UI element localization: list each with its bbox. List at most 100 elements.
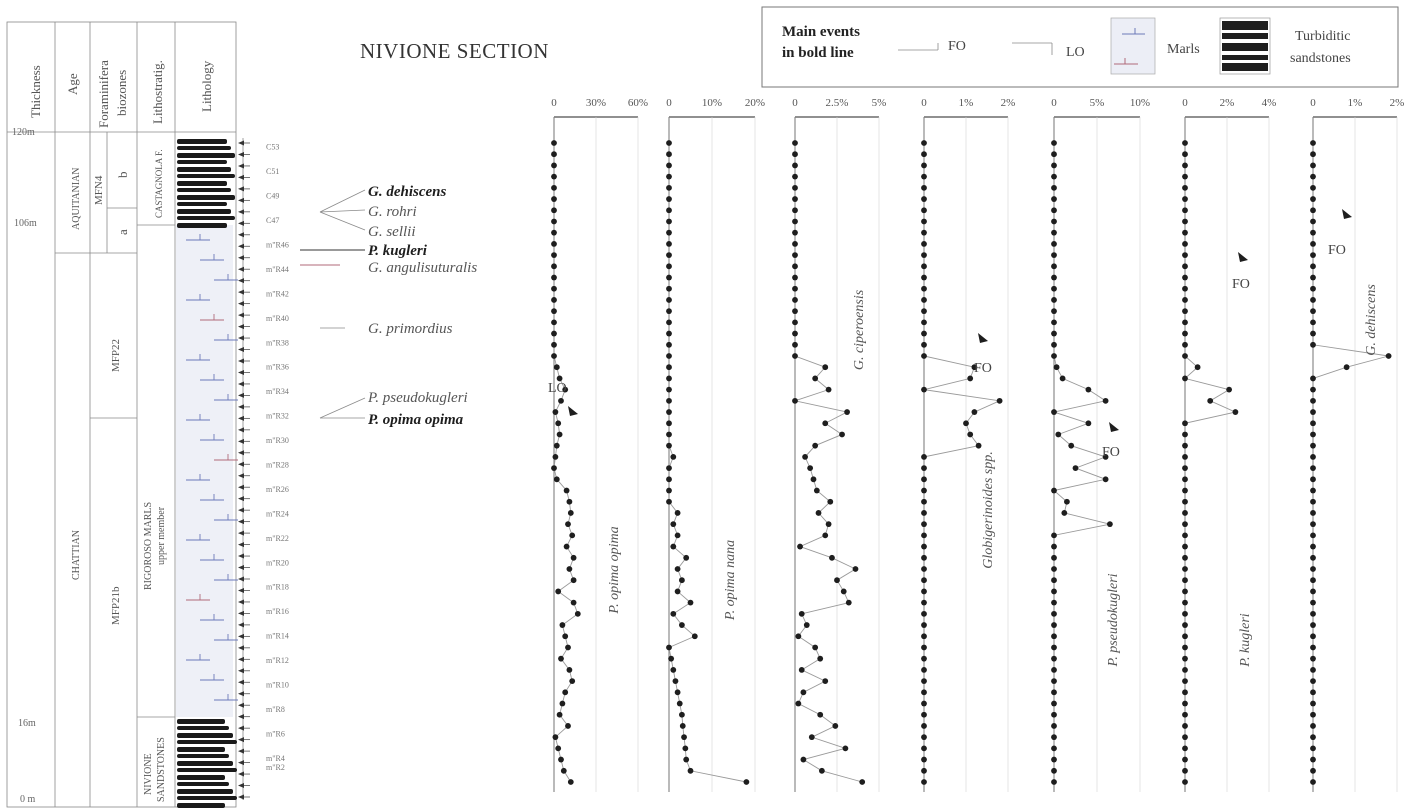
data-point xyxy=(551,341,557,348)
data-point xyxy=(1051,229,1057,236)
data-point xyxy=(558,756,564,763)
sample-arrow xyxy=(238,496,244,502)
data-point xyxy=(1182,588,1188,595)
data-point xyxy=(803,622,810,628)
data-point xyxy=(1310,173,1316,180)
data-point xyxy=(1310,554,1316,561)
data-point xyxy=(1310,274,1316,281)
data-point xyxy=(1310,196,1316,202)
data-point xyxy=(666,420,672,427)
data-point xyxy=(1310,566,1316,572)
data-point xyxy=(1310,341,1316,348)
data-point xyxy=(1310,218,1316,225)
data-point xyxy=(558,655,564,662)
data-point xyxy=(674,689,681,696)
data-point xyxy=(1310,319,1316,326)
data-point xyxy=(555,588,562,595)
data-point xyxy=(666,274,672,281)
data-point xyxy=(921,229,927,236)
data-point xyxy=(1051,162,1057,169)
fo-line-symbol xyxy=(898,43,939,51)
data-point xyxy=(921,588,927,595)
data-point xyxy=(1053,364,1060,371)
sample-arrow xyxy=(238,553,244,559)
data-point xyxy=(569,532,576,539)
data-point xyxy=(1310,711,1316,718)
data-point xyxy=(845,599,852,606)
sample-arrow xyxy=(238,542,244,548)
data-point xyxy=(921,666,927,673)
data-point xyxy=(921,218,927,225)
data-point xyxy=(1310,498,1316,505)
sample-label: m"R34 xyxy=(266,387,289,396)
data-point xyxy=(679,622,685,628)
sample-label: m"R18 xyxy=(266,583,289,592)
panel-globigerinoides-spp: 0 1% 2% Globigerinoides spp. FO xyxy=(921,97,1015,792)
data-point xyxy=(996,397,1003,404)
sample-arrow xyxy=(238,301,244,307)
sample-arrow xyxy=(238,358,244,364)
sample-label: m"R14 xyxy=(266,632,289,641)
data-point xyxy=(1051,554,1057,561)
data-point xyxy=(666,364,672,371)
data-point xyxy=(827,498,834,505)
data-point xyxy=(797,543,803,550)
sample-label: m"R6 xyxy=(266,729,285,738)
data-point xyxy=(839,431,845,438)
data-point xyxy=(921,465,927,472)
sample-arrow xyxy=(238,484,244,490)
data-point xyxy=(666,308,672,315)
data-point xyxy=(1051,745,1057,752)
data-point xyxy=(551,229,557,236)
sample-label: m"R36 xyxy=(266,363,289,372)
data-point xyxy=(832,723,839,729)
data-point xyxy=(555,745,562,752)
data-point xyxy=(1343,364,1350,371)
data-point xyxy=(1182,240,1188,247)
data-point xyxy=(859,779,866,785)
sandstone-bed xyxy=(177,216,235,220)
legend-lo: LO xyxy=(1066,45,1085,60)
sample-label: C49 xyxy=(266,192,279,201)
data-point xyxy=(562,633,569,640)
data-point xyxy=(921,353,927,359)
data-point xyxy=(792,252,798,259)
sample-arrow xyxy=(238,438,244,444)
panel-tick-label: 0 xyxy=(1051,97,1057,109)
sample-arrow xyxy=(238,324,244,330)
data-point xyxy=(1182,229,1188,236)
sample-column: C53 C51 C49 C47 m"R46 m"R44 m"R42 m"R40 m"R38 m"R… xyxy=(238,138,289,800)
data-point xyxy=(1051,723,1057,729)
data-point xyxy=(921,386,927,393)
data-point xyxy=(1310,386,1316,393)
data-point xyxy=(1051,689,1057,696)
data-point xyxy=(921,543,927,550)
data-point xyxy=(1051,274,1057,281)
data-point xyxy=(921,610,927,617)
data-point xyxy=(1051,633,1057,640)
data-point xyxy=(666,252,672,259)
data-point xyxy=(921,196,927,202)
panel-tick-label: 4% xyxy=(1262,97,1277,109)
data-point xyxy=(570,554,577,561)
data-point xyxy=(1051,599,1057,606)
data-point xyxy=(1310,476,1316,483)
data-point xyxy=(570,599,577,606)
event-p-kugleri: P. kugleri xyxy=(368,243,428,259)
data-point xyxy=(844,409,850,415)
data-point xyxy=(1051,140,1057,146)
data-point xyxy=(1051,622,1057,628)
data-point xyxy=(792,151,798,158)
data-point xyxy=(1182,498,1188,505)
lo-line-symbol xyxy=(1012,42,1053,55)
data-point xyxy=(566,666,573,673)
data-point xyxy=(1072,465,1079,472)
series-line xyxy=(1052,143,1111,782)
data-point xyxy=(551,319,557,326)
data-point xyxy=(971,364,978,371)
sample-arrow xyxy=(238,633,244,639)
data-point xyxy=(1182,577,1188,584)
annotation-label: FO xyxy=(1102,445,1120,460)
data-point xyxy=(1182,151,1188,158)
data-point xyxy=(921,599,927,606)
